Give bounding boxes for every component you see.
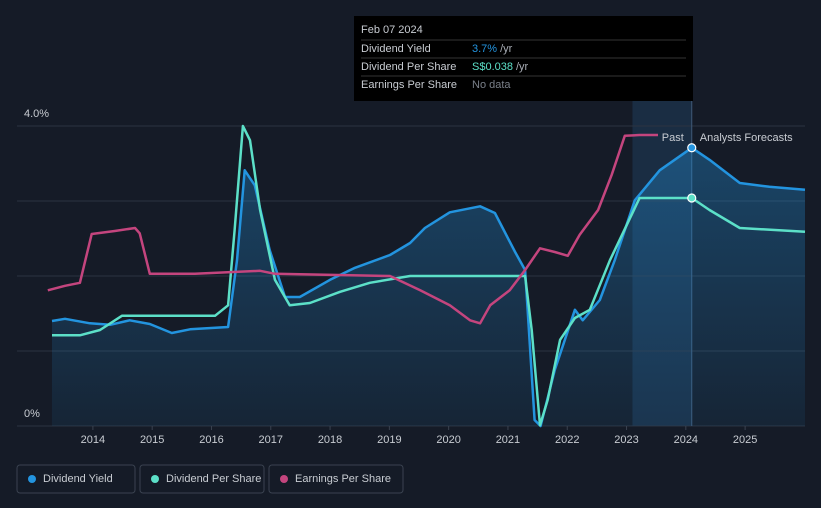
x-tick-label: 2024 bbox=[674, 434, 698, 446]
x-tick-label: 2022 bbox=[555, 434, 579, 446]
x-tick-label: 2019 bbox=[377, 434, 401, 446]
legend-swatch[interactable] bbox=[151, 475, 159, 483]
tooltip-date: Feb 07 2024 bbox=[361, 24, 423, 36]
tooltip-number: S$0.038 bbox=[472, 61, 513, 73]
cursor-marker bbox=[687, 143, 697, 153]
legend-item[interactable]: Dividend Per Share bbox=[139, 464, 265, 494]
legend-box[interactable] bbox=[268, 464, 404, 494]
tooltip-label: Earnings Per Share bbox=[361, 79, 457, 91]
legend-label[interactable]: Earnings Per Share bbox=[295, 473, 391, 485]
x-tick-label: 2021 bbox=[496, 434, 520, 446]
line bbox=[52, 124, 806, 427]
tooltip-label: Dividend Per Share bbox=[361, 61, 456, 73]
legend-box[interactable] bbox=[139, 464, 265, 494]
tooltip-number: No data bbox=[472, 79, 511, 91]
x-tick-label: 2015 bbox=[140, 434, 164, 446]
x-tick-label: 2025 bbox=[733, 434, 757, 446]
y-tick-label: 0% bbox=[24, 408, 40, 420]
y-tick-label: 4.0% bbox=[24, 108, 49, 120]
area bbox=[51, 147, 806, 427]
legend-item[interactable]: Earnings Per Share bbox=[268, 464, 404, 494]
tooltip-value: S$0.038/yr bbox=[472, 61, 529, 73]
x-tick-label: 2014 bbox=[81, 434, 105, 446]
legend-swatch[interactable] bbox=[280, 475, 288, 483]
x-tick-label: 2017 bbox=[259, 434, 283, 446]
line bbox=[47, 133, 658, 325]
legend: Dividend Yield Dividend Per Share Earnings… bbox=[16, 464, 404, 494]
tooltip-unit: /yr bbox=[516, 61, 529, 73]
x-tick-label: 2023 bbox=[614, 434, 638, 446]
legend-swatch[interactable] bbox=[28, 475, 36, 483]
cursor-marker bbox=[687, 193, 697, 203]
past-label: Past bbox=[662, 132, 684, 144]
plot: 0% 4.0% 2014 2015 2016 2017 2018 2019 2020 2021 20… bbox=[17, 101, 806, 446]
tooltip-value: 3.7%/yr bbox=[472, 43, 513, 55]
x-tick-label: 2020 bbox=[436, 434, 460, 446]
tooltip-unit: /yr bbox=[500, 43, 513, 55]
tooltip-number: 3.7% bbox=[472, 43, 497, 55]
tooltip-value: No data bbox=[472, 79, 511, 91]
x-tick-label: 2018 bbox=[318, 434, 342, 446]
legend-label[interactable]: Dividend Yield bbox=[43, 473, 113, 485]
tooltip-label: Dividend Yield bbox=[361, 43, 431, 55]
x-tick-label: 2016 bbox=[199, 434, 223, 446]
legend-box[interactable] bbox=[16, 464, 136, 494]
forecast-label: Analysts Forecasts bbox=[700, 132, 793, 144]
legend-item[interactable]: Dividend Yield bbox=[16, 464, 136, 494]
legend-label[interactable]: Dividend Per Share bbox=[166, 473, 261, 485]
